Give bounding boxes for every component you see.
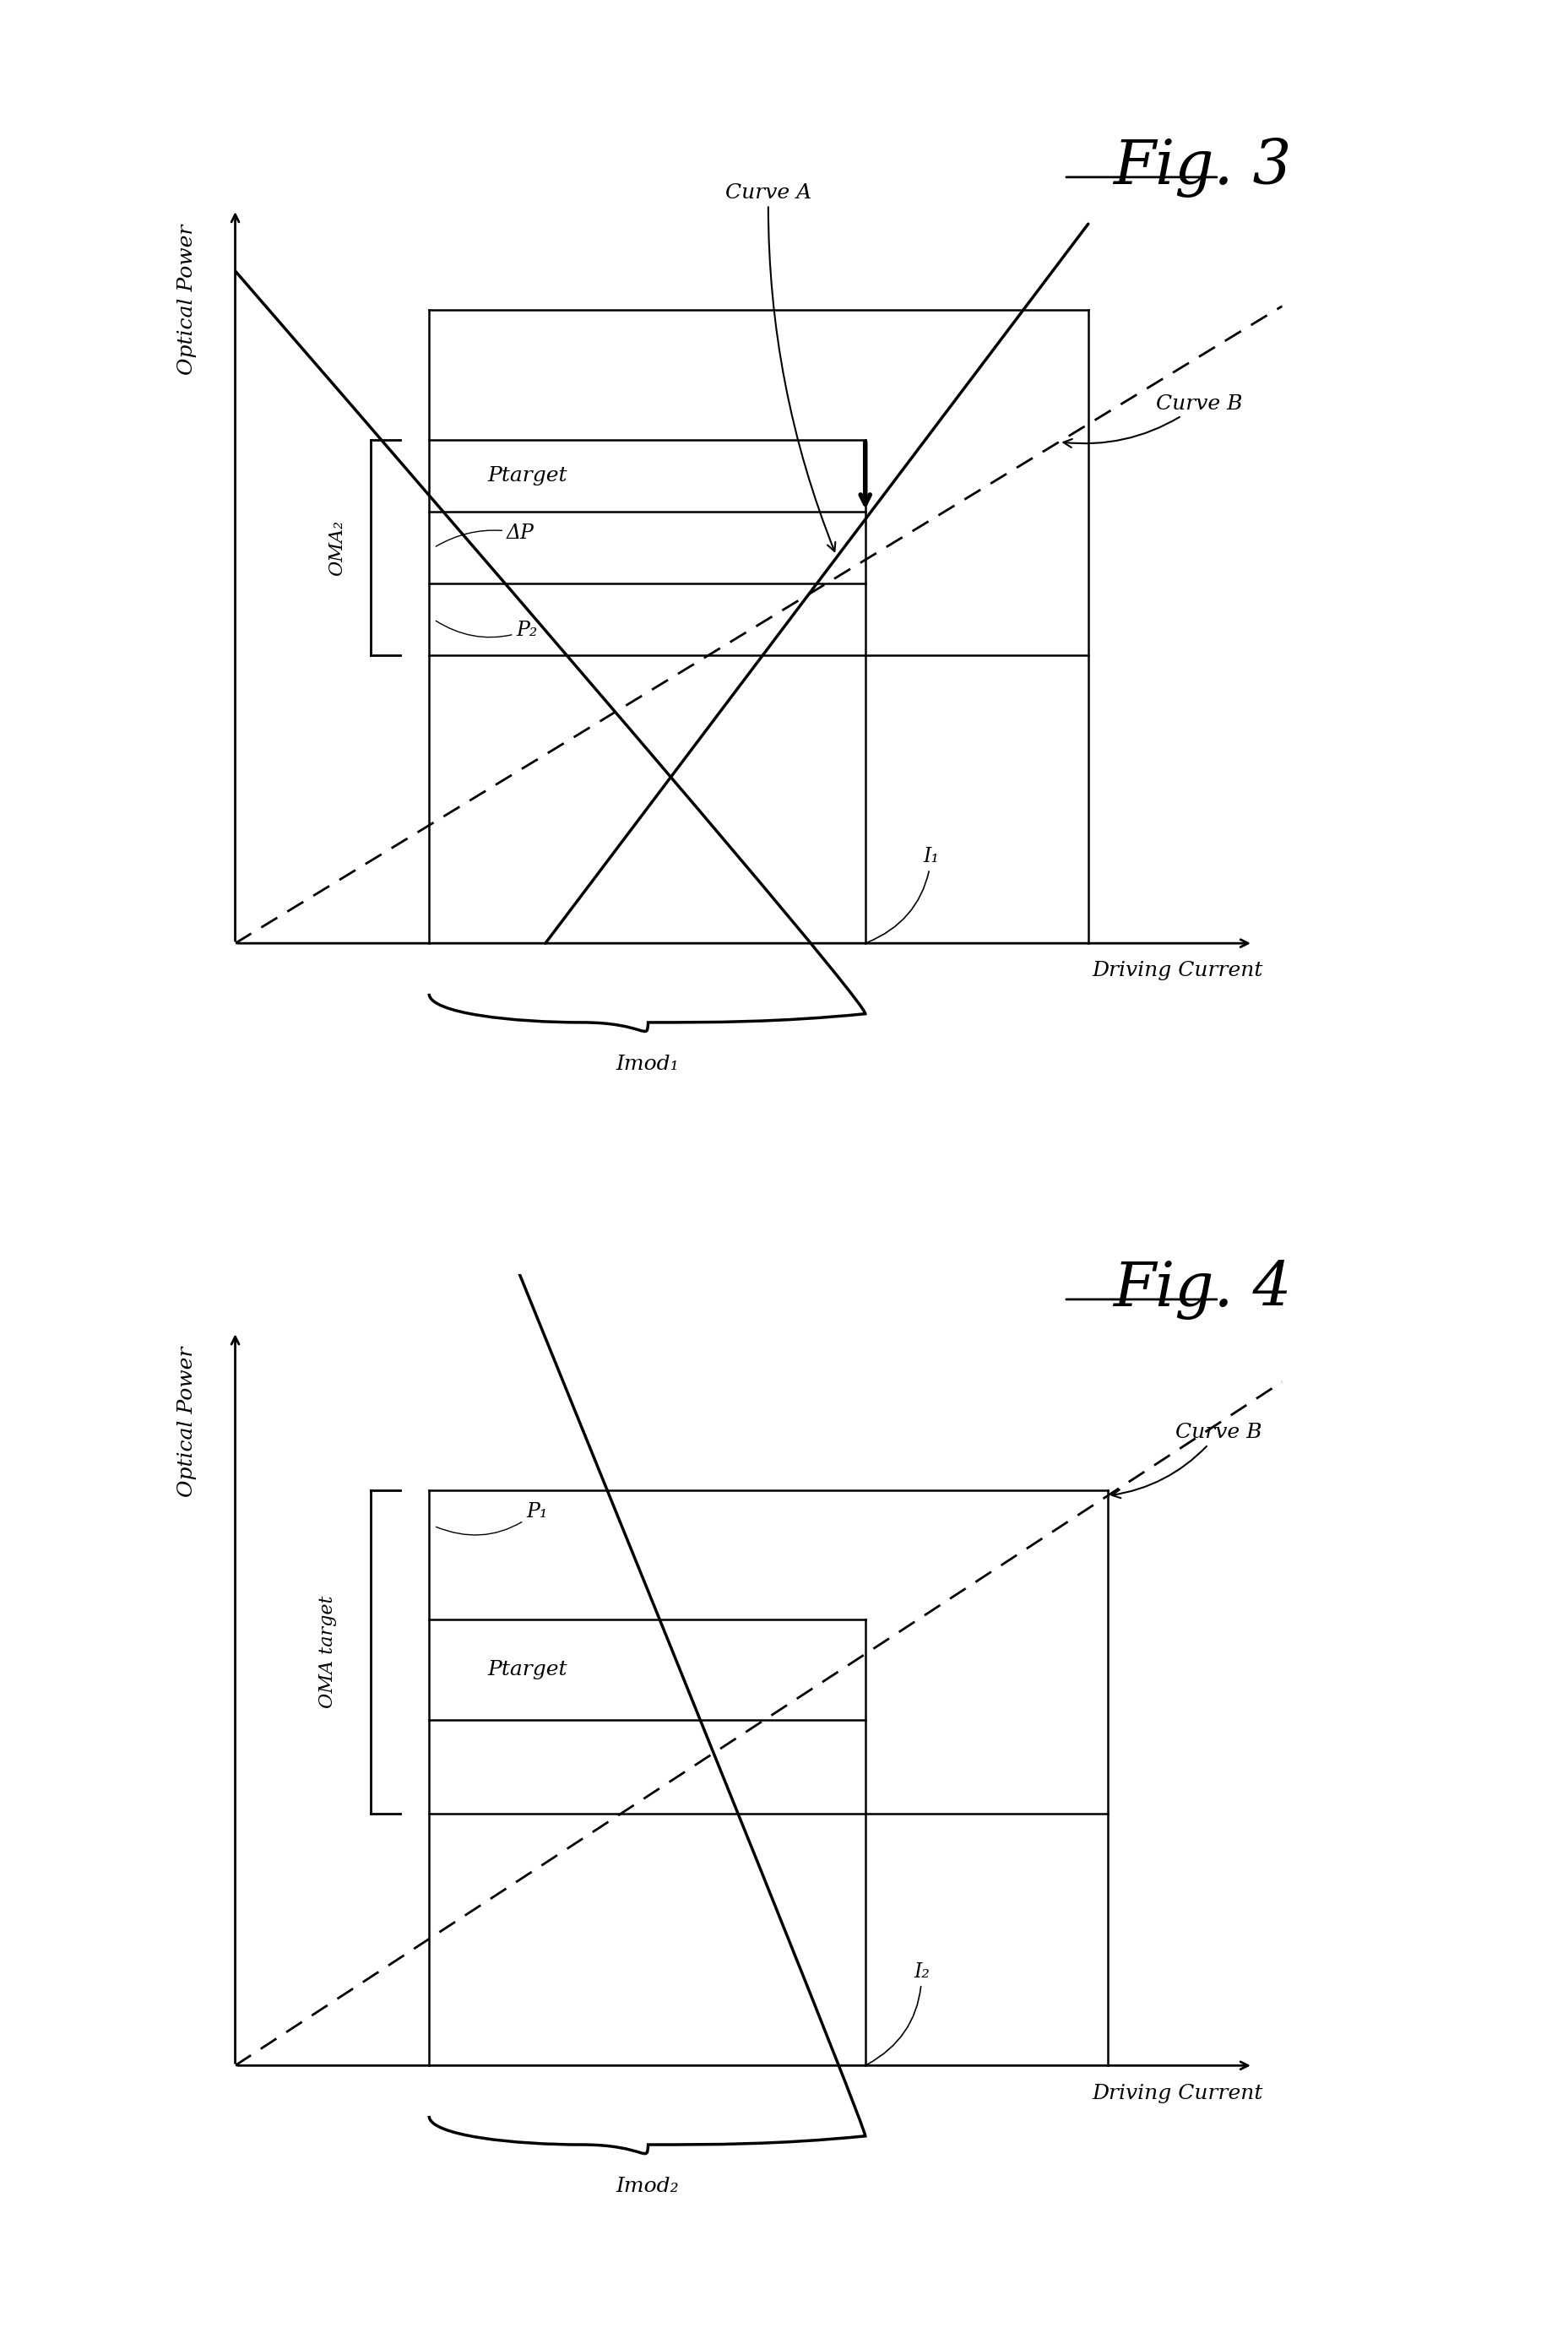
Text: I₂: I₂ <box>867 1962 930 2064</box>
Text: OMA target: OMA target <box>318 1595 337 1709</box>
Text: Imod₁: Imod₁ <box>616 1054 679 1073</box>
Text: Driving Current: Driving Current <box>1091 2083 1262 2102</box>
Text: Curve A: Curve A <box>726 182 836 552</box>
Text: P₂: P₂ <box>436 620 538 641</box>
Text: Curve B: Curve B <box>1063 395 1242 447</box>
Text: Ptarget: Ptarget <box>488 1660 568 1679</box>
Text: Curve B: Curve B <box>1112 1424 1262 1499</box>
Text: P₁: P₁ <box>436 1501 547 1536</box>
Text: Imod₂: Imod₂ <box>616 2177 679 2195</box>
Text: Driving Current: Driving Current <box>1091 961 1262 980</box>
Text: Ptarget: Ptarget <box>488 465 568 486</box>
Text: Optical Power: Optical Power <box>177 1347 196 1496</box>
Text: I₁: I₁ <box>867 846 939 942</box>
Text: Fig. 4: Fig. 4 <box>1113 1260 1292 1319</box>
Text: Optical Power: Optical Power <box>177 224 196 374</box>
Text: Fig. 3: Fig. 3 <box>1113 138 1292 196</box>
Text: OMA₂: OMA₂ <box>328 519 347 575</box>
Text: ΔP: ΔP <box>436 524 535 547</box>
